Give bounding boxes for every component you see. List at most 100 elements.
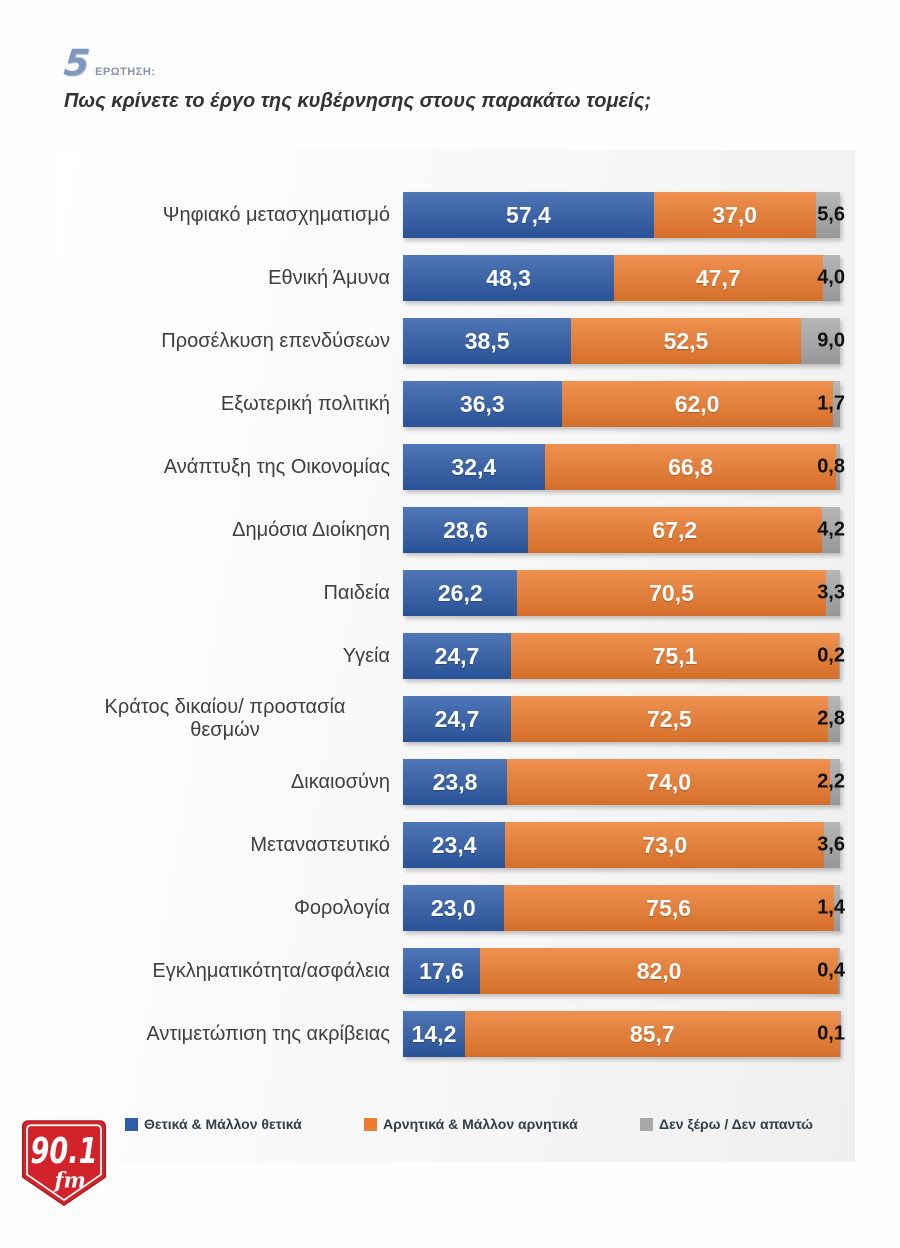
- negative-segment: 85,7: [465, 1011, 840, 1057]
- positive-value: 24,7: [434, 705, 480, 732]
- dk-segment: [827, 696, 840, 742]
- negative-segment: 62,0: [561, 381, 833, 427]
- dk-segment: [830, 759, 840, 805]
- legend-item-dk: Δεν ξέρω / Δεν απαντώ: [640, 1116, 813, 1132]
- positive-value: 26,2: [437, 579, 483, 606]
- legend-item-negative: Αρνητικά & Μάλλον αρνητικά: [364, 1116, 578, 1132]
- positive-value: 32,4: [451, 453, 497, 480]
- positive-segment: 28,6: [403, 507, 528, 553]
- category-label: Εθνική Άμυνα: [268, 266, 390, 289]
- chart-row: Δημόσια Διοίκηση 28,6 67,2 4,2: [60, 507, 845, 553]
- positive-segment: 24,7: [403, 696, 511, 742]
- question-number: 5: [61, 43, 92, 84]
- positive-value: 23,8: [432, 768, 478, 795]
- legend-label-positive: Θετικά & Μάλλον θετικά: [144, 1116, 302, 1132]
- category-label: Προσέλκυση επενδύσεων: [161, 329, 390, 352]
- negative-segment: 67,2: [527, 507, 822, 553]
- category-label: Εγκληματικότητα/ασφάλεια: [152, 959, 390, 982]
- category-label: Κράτος δικαίου/ προστασία θεσμών: [104, 696, 346, 741]
- dk-value: 4,0: [817, 266, 845, 289]
- category-label: Αντιμετώπιση της ακρίβειας: [146, 1022, 390, 1045]
- chart-row: Μεταναστευτικό 23,4 73,0 3,6: [60, 822, 845, 868]
- dk-segment: [815, 192, 840, 238]
- negative-segment: 74,0: [507, 759, 831, 805]
- negative-segment: 47,7: [614, 255, 823, 301]
- dk-segment: [821, 507, 840, 553]
- dk-segment: [832, 381, 840, 427]
- negative-value: 85,7: [629, 1020, 675, 1047]
- logo-fm-text: fm: [52, 1168, 85, 1193]
- dk-segment: [836, 444, 840, 490]
- negative-value: 66,8: [668, 453, 713, 480]
- dk-value: 1,7: [817, 392, 845, 415]
- chart-row: Εθνική Άμυνα 48,3 47,7 4,0: [60, 255, 845, 301]
- chart-row: Προσέλκυση επενδύσεων 38,5 52,5 9,0: [60, 318, 845, 364]
- category-label: Ψηφιακό μετασχηματισμό: [162, 203, 390, 226]
- dk-segment: [822, 255, 840, 301]
- negative-value: 73,0: [642, 831, 688, 858]
- dk-swatch-icon: [640, 1117, 654, 1131]
- chart-row: Παιδεία 26,2 70,5 3,3: [60, 570, 845, 616]
- stacked-bar: 23,4 73,0 3,6: [403, 822, 845, 868]
- legend: Θετικά & Μάλλον θετικά Αρνητικά & Μάλλον…: [125, 1116, 813, 1132]
- negative-value: 75,1: [652, 642, 698, 669]
- dk-segment: [824, 822, 840, 868]
- category-label: Δικαιοσύνη: [290, 770, 390, 793]
- category-label: Παιδεία: [323, 581, 390, 604]
- dk-value: 4,2: [817, 518, 845, 541]
- stacked-bar: 48,3 47,7 4,0: [403, 255, 845, 301]
- chart-row: Ψηφιακό μετασχηματισμό 57,4 37,0 5,6: [60, 192, 845, 238]
- chart-row: Δικαιοσύνη 23,8 74,0 2,2: [60, 759, 845, 805]
- chart-row: Κράτος δικαίου/ προστασία θεσμών 24,7 72,5…: [60, 696, 845, 742]
- dk-segment: [800, 318, 840, 364]
- legend-label-negative: Αρνητικά & Μάλλον αρνητικά: [383, 1116, 578, 1132]
- negative-swatch-icon: [364, 1117, 378, 1131]
- positive-value: 36,3: [459, 390, 505, 417]
- chart-row: Υγεία 24,7 75,1 0,2: [60, 633, 845, 679]
- positive-segment: 14,2: [403, 1011, 466, 1057]
- dk-value: 0,8: [817, 455, 845, 478]
- positive-segment: 17,6: [403, 948, 480, 994]
- dk-value: 3,6: [817, 833, 845, 856]
- positive-segment: 24,7: [403, 633, 511, 679]
- negative-value: 82,0: [636, 957, 682, 984]
- stacked-bar: 32,4 66,8 0,8: [403, 444, 845, 490]
- chart-row: Εξωτερική πολιτική 36,3 62,0 1,7: [60, 381, 845, 427]
- negative-segment: 52,5: [571, 318, 801, 364]
- negative-segment: 75,6: [503, 885, 834, 931]
- positive-value: 14,2: [411, 1020, 457, 1047]
- positive-segment: 23,0: [403, 885, 504, 931]
- page-title: Πως κρίνετε το έργο της κυβέρνησης στους…: [64, 90, 651, 112]
- positive-value: 17,6: [419, 957, 464, 984]
- category-label: Δημόσια Διοίκηση: [232, 518, 390, 541]
- dk-value: 5,6: [817, 203, 845, 226]
- stacked-bar: 28,6 67,2 4,2: [403, 507, 845, 553]
- positive-segment: 57,4: [403, 192, 654, 238]
- negative-segment: 70,5: [517, 570, 826, 616]
- negative-value: 52,5: [663, 327, 709, 354]
- category-label: Ανάπτυξη της Οικονομίας: [163, 455, 390, 478]
- positive-segment: 48,3: [403, 255, 615, 301]
- positive-segment: 32,4: [403, 444, 545, 490]
- negative-segment: 75,1: [510, 633, 840, 679]
- stacked-bar: 38,5 52,5 9,0: [403, 318, 845, 364]
- dk-segment: [833, 885, 840, 931]
- dk-segment: [838, 948, 840, 994]
- positive-value: 23,0: [430, 894, 476, 921]
- chart-row: Ανάπτυξη της Οικονομίας 32,4 66,8 0,8: [60, 444, 845, 490]
- dk-value: 1,4: [817, 896, 845, 919]
- positive-segment: 23,8: [403, 759, 507, 805]
- dk-segment: [825, 570, 840, 616]
- stacked-bar: 24,7 72,5 2,8: [403, 696, 845, 742]
- negative-value: 37,0: [712, 201, 758, 228]
- stacked-bar: 14,2 85,7 0,1: [403, 1011, 845, 1057]
- category-label: Υγεία: [342, 644, 390, 667]
- category-label: Εξωτερική πολιτική: [220, 392, 390, 415]
- positive-value: 38,5: [464, 327, 510, 354]
- chart-row: Φορολογία 23,0 75,6 1,4: [60, 885, 845, 931]
- stacked-bar-chart: Ψηφιακό μετασχηματισμό 57,4 37,0 5,6 Εθνική …: [60, 192, 845, 1074]
- negative-value: 75,6: [646, 894, 692, 921]
- negative-segment: 66,8: [544, 444, 837, 490]
- negative-value: 72,5: [646, 705, 692, 732]
